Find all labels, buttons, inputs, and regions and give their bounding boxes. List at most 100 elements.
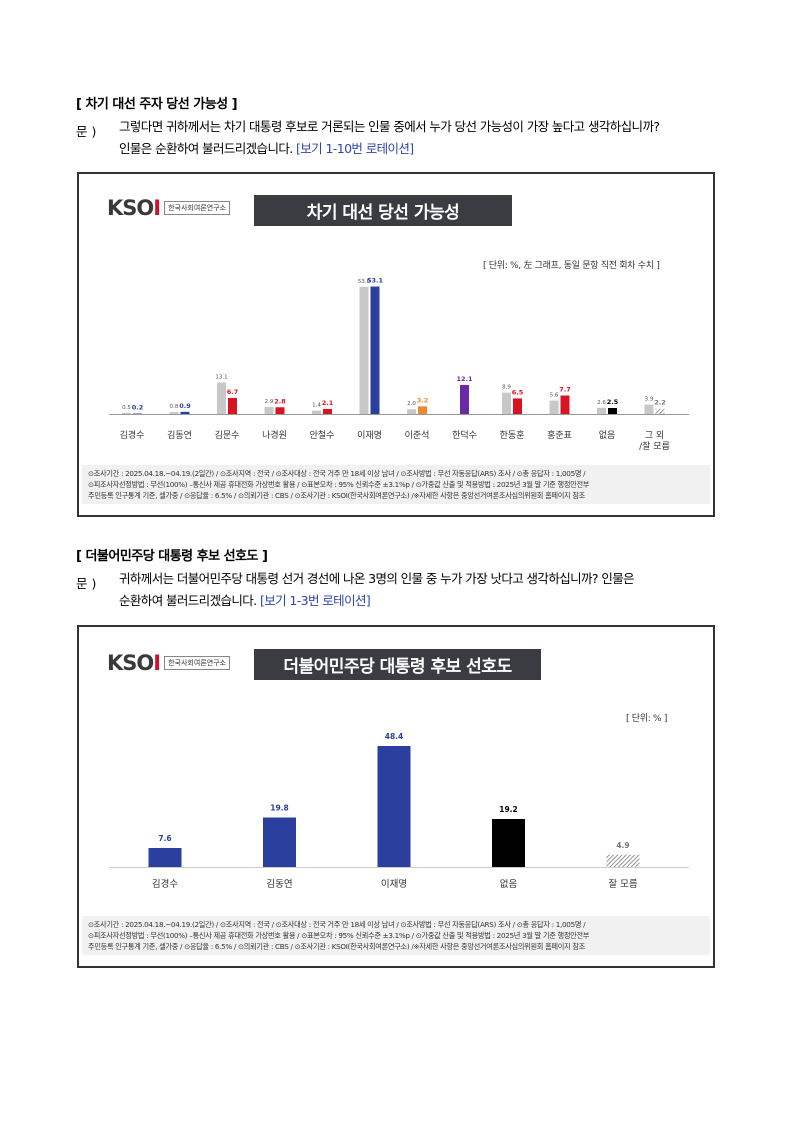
chart2-bar	[492, 819, 525, 867]
chart1-category-label: 나경원	[262, 429, 287, 441]
ksoi-logo: KSOI 한국사회여론연구소	[107, 651, 231, 675]
ksoi-logo-mark: KSOI	[107, 651, 161, 675]
ksoi-logo: KSOI 한국사회여론연구소	[107, 196, 231, 220]
chart2-category-label: 없음	[500, 878, 518, 890]
chart1-bar-current	[228, 397, 237, 414]
chart1-label-previous: 8.9	[502, 385, 511, 391]
section1-question-label: 문 )	[76, 124, 97, 139]
chart1-bar-current	[460, 384, 469, 414]
section2-rotation-note: [보기 1-3번 로테이션]	[259, 593, 371, 608]
chart2-category-label: 김경수	[152, 878, 178, 890]
chart1-label-current: 7.7	[559, 386, 571, 394]
section1-question-line2: 인물은 순환하여 불러드리겠습니다. [보기 1-10번 로테이션]	[119, 138, 739, 160]
chart1-label-current: 6.5	[512, 388, 524, 396]
section1-question-line1: 그렇다면 귀하께서는 차기 대통령 후보로 거론되는 인물 중에서 누가 당선 …	[119, 119, 660, 134]
chart1-category-label: 한덕수	[452, 430, 477, 441]
chart1-label-current: 53.1	[367, 277, 384, 285]
chart1-footer: ⊙조사기간 : 2025.04.18.~04.19.(2일간) / ⊙조사지역 …	[82, 465, 710, 504]
chart1-category-label: 홍준표	[547, 429, 572, 441]
chart1-category-label: 그 외	[645, 429, 664, 441]
chart2-category-label: 이재명	[381, 879, 407, 890]
section1-question: 그렇다면 귀하께서는 차기 대통령 후보로 거론되는 인물 중에서 누가 당선 …	[119, 116, 739, 160]
chart2-plot: 7.6 김경수 19.8 김동연 48.4 이재명 19.2 없음 4.9 잘 모름	[109, 732, 689, 890]
chart1-category-label: 이준석	[405, 430, 430, 441]
section2-question: 귀하께서는 더불어민주당 대통령 선거 경선에 나온 3명의 인물 중 누가 가…	[119, 568, 739, 612]
chart1-plot: 0.5 0.2 김경수 0.8 0.9 김동연 13.1 6.7 김문수 2.9 2.8 나경원 1.4…	[109, 277, 689, 452]
chart1-label-current: 0.9	[179, 402, 191, 410]
chart2-value-label: 19.2	[499, 805, 518, 814]
footer-line1: ⊙조사기간 : 2025.04.18.~04.19.(2일간) / ⊙조사지역 …	[88, 469, 586, 478]
chart1-category-label: 김경수	[120, 429, 145, 441]
chart1-label-current: 2.5	[607, 398, 619, 406]
footer-line3: 주민등록 인구통계 기준, 셀가중 / ⊙응답율 : 6.5% / ⊙의뢰기관 …	[88, 942, 585, 951]
footer-line1: ⊙조사기간 : 2025.04.18.~04.19.(2일간) / ⊙조사지역 …	[88, 920, 586, 929]
ksoi-logo-subtitle: 한국사회여론연구소	[164, 656, 231, 670]
footer-line2: ⊙피조사자선정방법 : 무선(100%) –통신사 제공 휴대전화 가상번호 활…	[88, 480, 590, 489]
chart2-footer: ⊙조사기간 : 2025.04.18.~04.19.(2일간) / ⊙조사지역 …	[82, 916, 710, 955]
chart1-category-label: 김문수	[215, 429, 240, 441]
section1-heading: [ 차기 대선 주자 당선 가능성 ]	[76, 97, 238, 112]
chart1-bar-previous	[359, 286, 369, 414]
chart1-label-current: 2.2	[654, 399, 666, 407]
chart2-category-label: 김동연	[266, 878, 292, 890]
footer-line2: ⊙피조사자선정방법 : 무선(100%) –통신사 제공 휴대전화 가상번호 활…	[88, 931, 590, 940]
chart2-value-label: 48.4	[385, 732, 404, 741]
chart2-value-label: 4.9	[616, 841, 629, 850]
chart1-bar-current	[560, 395, 570, 414]
chart1-label-previous: 5.6	[550, 393, 559, 399]
chart1-bar-current	[418, 406, 427, 414]
chart1-category-label: 김동연	[167, 429, 192, 441]
chart1-bar-current	[275, 407, 285, 414]
ksoi-logo-subtitle: 한국사회여론연구소	[164, 201, 231, 215]
chart1-label-previous: 2.6	[597, 400, 606, 406]
section1-question-line2-text: 인물은 순환하여 불러드리겠습니다.	[119, 141, 293, 156]
section1-rotation-note: [보기 1-10번 로테이션]	[296, 141, 414, 156]
chart1-category-label: /잘 모름	[639, 440, 670, 452]
chart1-bar-current	[608, 408, 617, 414]
chart1-label-previous: 0.5	[122, 405, 131, 411]
chart1-label-previous: 13.1	[215, 375, 227, 381]
chart1-frame: KSOI 한국사회여론연구소 차기 대선 당선 가능성 [ 단위: %, 左 그…	[77, 172, 715, 517]
chart1-bar-current	[323, 408, 332, 414]
chart2-unit-note: [ 단위: % ]	[626, 714, 668, 724]
chart1-bar-current	[180, 411, 190, 414]
chart2-frame: KSOI 한국사회여론연구소 더불어민주당 대통령 후보 선호도 [ 단위: %…	[77, 625, 715, 968]
section2-question-line2: 순환하여 불러드리겠습니다. [보기 1-3번 로테이션]	[119, 590, 739, 612]
chart1-label-current: 2.1	[322, 399, 334, 407]
section2-question-line2-text: 순환하여 불러드리겠습니다.	[119, 593, 257, 608]
chart1-bar-current	[655, 408, 665, 414]
chart1-bar-previous	[597, 407, 606, 414]
chart1-category-label: 이재명	[357, 430, 382, 441]
chart1-bar-previous	[312, 410, 321, 414]
chart1-bar-previous	[169, 412, 179, 414]
section2-question-label: 문 )	[76, 576, 97, 591]
chart1-bar-previous	[549, 400, 559, 414]
chart1-bar-previous	[644, 404, 654, 414]
chart1-bar-previous	[217, 382, 226, 414]
chart1-bar-previous	[502, 392, 511, 414]
chart1-label-current: 12.1	[456, 375, 473, 383]
chart1-label-current: 0.2	[132, 404, 144, 412]
footer-line3: 주민등록 인구통계 기준, 셀가중 / ⊙응답율 : 6.5% / ⊙의뢰기관 …	[88, 491, 585, 500]
section2-heading: [ 더불어민주당 대통령 후보 선호도 ]	[76, 549, 268, 564]
ksoi-logo-mark: KSOI	[107, 196, 161, 220]
chart1-bar-current	[513, 398, 522, 414]
chart1-label-previous: 0.8	[170, 404, 179, 410]
chart2-value-label: 7.6	[158, 834, 171, 843]
chart1-label-previous: 3.9	[645, 397, 654, 403]
section2-question-line1: 귀하께서는 더불어민주당 대통령 선거 경선에 나온 3명의 인물 중 누가 가…	[119, 571, 635, 586]
chart2-bar	[263, 817, 296, 867]
chart1-category-label: 안철수	[310, 430, 335, 441]
chart2-value-label: 19.8	[270, 804, 289, 813]
chart1-bar-current	[370, 286, 380, 414]
chart1-label-previous: 53.0	[358, 279, 371, 285]
chart1-bar-previous	[122, 412, 131, 414]
chart1-label-previous: 1.4	[312, 403, 321, 409]
chart1-label-current: 6.7	[227, 388, 239, 396]
chart2-bar	[148, 848, 182, 867]
chart1-unit-note: [ 단위: %, 左 그래프, 동일 문항 직전 회차 수치 ]	[483, 261, 660, 271]
chart2-bar	[606, 854, 640, 867]
chart2-category-label: 잘 모름	[608, 878, 637, 890]
chart1-bar-previous	[407, 409, 416, 414]
chart1-label-previous: 2.0	[407, 401, 416, 407]
